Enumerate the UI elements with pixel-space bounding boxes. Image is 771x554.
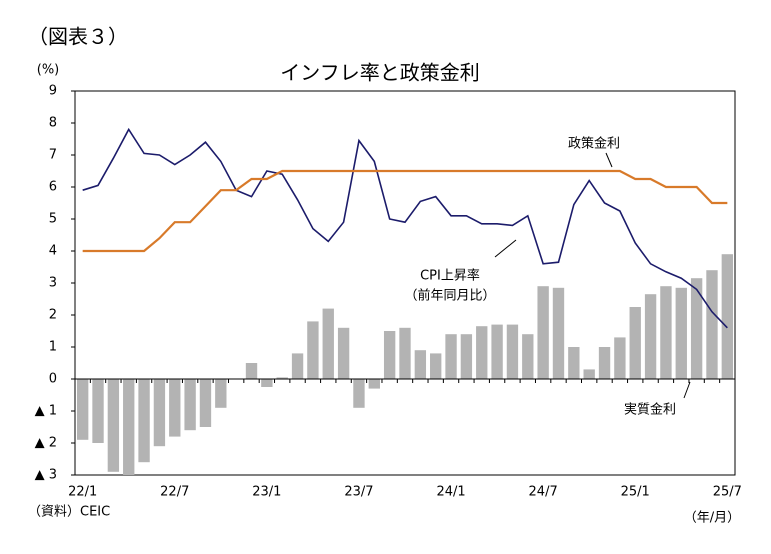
bar (476, 326, 488, 379)
bar (629, 307, 641, 379)
bar (460, 334, 473, 379)
bar (399, 327, 411, 379)
cpi-label: CPI上昇率 (420, 268, 480, 284)
bar (169, 379, 181, 437)
arrow (683, 381, 691, 399)
x-tick-label: 23/1 (252, 485, 281, 500)
chart-title: インフレ率と政策金利 (280, 61, 479, 85)
y-tick-label: 7 (49, 148, 57, 163)
y-tick-label: 3 (49, 276, 57, 291)
arrow (494, 239, 517, 258)
bar (690, 278, 703, 379)
bar (706, 270, 718, 379)
bar (537, 286, 549, 379)
y-tick-label: 8 (49, 116, 57, 131)
arrow (605, 152, 613, 168)
bar (199, 379, 212, 427)
y-tick-label: 5 (49, 212, 57, 227)
x-tick-label: 23/7 (344, 485, 373, 500)
bar (568, 347, 580, 379)
x-tick-label: 25/7 (713, 485, 742, 500)
y-unit: (%) (37, 63, 60, 78)
line (82, 127, 728, 329)
y-tick-label: 9 (49, 84, 57, 99)
y-tick-label: 1 (49, 340, 57, 355)
bar (215, 379, 227, 408)
bar (522, 334, 534, 379)
line (82, 169, 728, 253)
x-tick-label: 24/7 (529, 485, 558, 500)
bar (430, 353, 442, 379)
bar (644, 294, 657, 379)
bar (337, 327, 350, 379)
bar (76, 379, 89, 440)
y-tick-label: 6 (49, 180, 57, 195)
bar (276, 377, 288, 379)
bar (245, 363, 258, 379)
bar (583, 369, 595, 379)
bar (322, 308, 334, 379)
cpi-note: （前年同月比） (404, 288, 495, 304)
y-tick-label: 0 (49, 372, 57, 387)
bar (675, 287, 687, 379)
bar (107, 379, 120, 472)
figure-label: （図表３） (28, 25, 128, 49)
bar (123, 379, 135, 475)
y-tick-label: ▲ 3 (35, 468, 57, 483)
bar (414, 350, 427, 379)
bar (307, 321, 319, 379)
bar (261, 379, 273, 387)
bar (353, 379, 365, 408)
y-tick-label: 2 (49, 308, 57, 323)
x-unit: （年/月） (684, 511, 740, 526)
x-tick-label: 24/1 (436, 485, 465, 500)
y-tick-label: ▲ 1 (35, 404, 57, 419)
policy-label: 政策金利 (568, 136, 620, 152)
bar (92, 379, 104, 443)
bar (598, 347, 611, 379)
x-tick-label: 22/1 (68, 485, 97, 500)
real-rate-label: 実質金利 (624, 402, 676, 418)
x-tick-label: 22/7 (160, 485, 189, 500)
bar (445, 334, 457, 379)
bar (368, 379, 380, 389)
bar (721, 254, 734, 379)
y-tick-label: 4 (49, 244, 57, 259)
bar (491, 324, 503, 379)
bar (660, 286, 672, 379)
bar (552, 287, 565, 379)
bar (138, 379, 150, 463)
source: （資料）CEIC (28, 505, 110, 520)
bar (383, 331, 396, 379)
y-tick-label: ▲ 2 (35, 436, 57, 451)
bar (184, 379, 196, 431)
x-tick-label: 25/1 (621, 485, 650, 500)
bar (614, 337, 626, 379)
bar (291, 353, 304, 379)
bar (506, 324, 519, 379)
bar (153, 379, 166, 447)
